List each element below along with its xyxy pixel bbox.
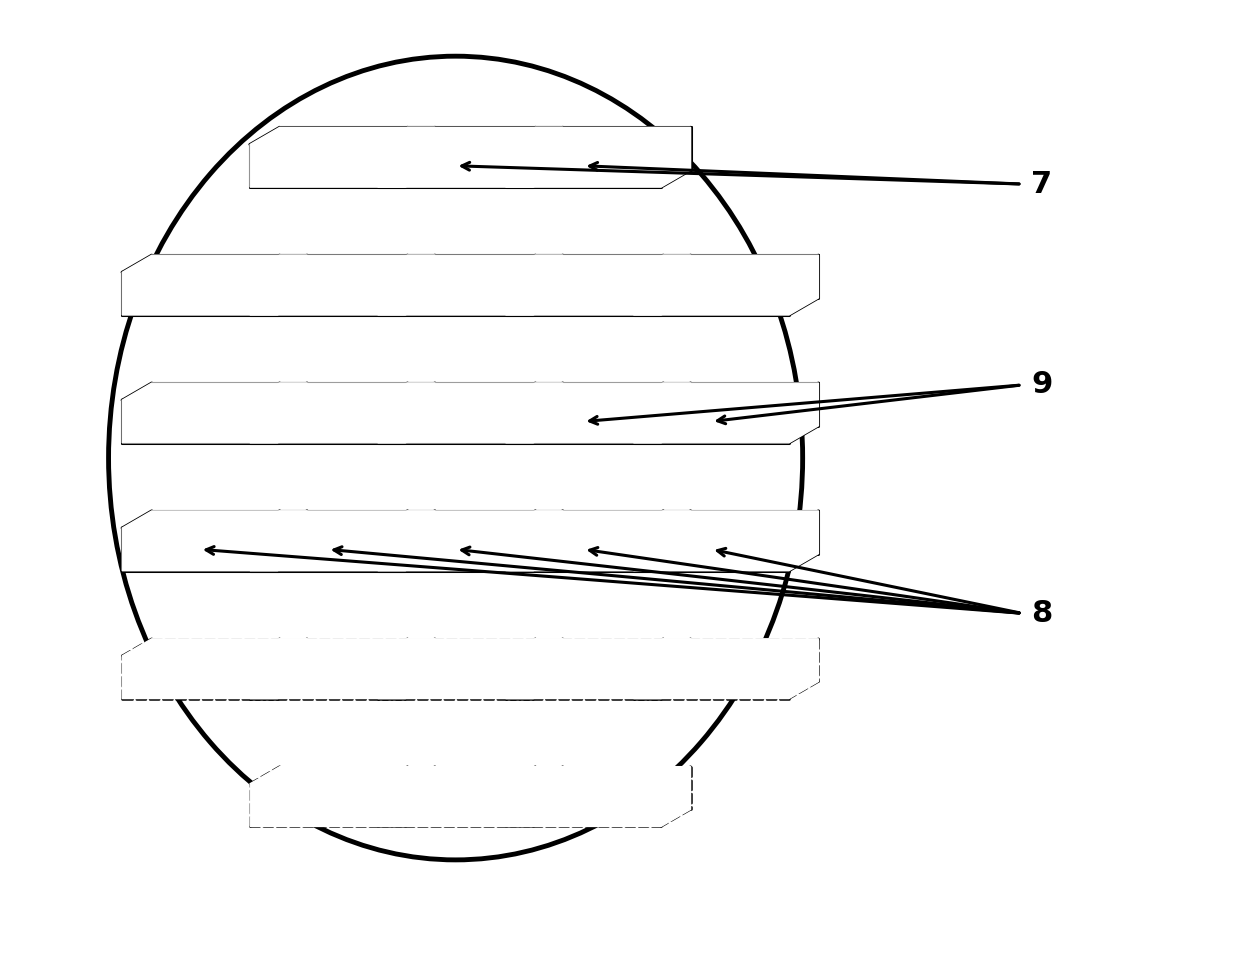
- Polygon shape: [123, 383, 308, 443]
- Polygon shape: [506, 383, 691, 443]
- Polygon shape: [378, 766, 563, 826]
- Ellipse shape: [109, 56, 802, 859]
- Polygon shape: [378, 511, 563, 570]
- Polygon shape: [123, 511, 308, 570]
- Polygon shape: [506, 511, 691, 570]
- Polygon shape: [250, 127, 435, 187]
- Text: 7: 7: [1030, 170, 1052, 199]
- Polygon shape: [378, 127, 563, 187]
- Polygon shape: [250, 639, 435, 699]
- Polygon shape: [634, 511, 818, 570]
- Polygon shape: [634, 255, 818, 315]
- Polygon shape: [250, 511, 435, 570]
- Polygon shape: [250, 383, 435, 443]
- Polygon shape: [634, 639, 818, 699]
- Polygon shape: [123, 639, 308, 699]
- Polygon shape: [506, 127, 691, 187]
- Polygon shape: [250, 766, 435, 826]
- Polygon shape: [378, 639, 563, 699]
- Polygon shape: [378, 383, 563, 443]
- Text: 9: 9: [1030, 370, 1053, 400]
- Polygon shape: [378, 255, 563, 315]
- Polygon shape: [506, 639, 691, 699]
- Polygon shape: [506, 766, 691, 826]
- Polygon shape: [506, 255, 691, 315]
- Polygon shape: [250, 255, 435, 315]
- Text: 8: 8: [1030, 599, 1053, 628]
- Polygon shape: [123, 255, 308, 315]
- Polygon shape: [634, 383, 818, 443]
